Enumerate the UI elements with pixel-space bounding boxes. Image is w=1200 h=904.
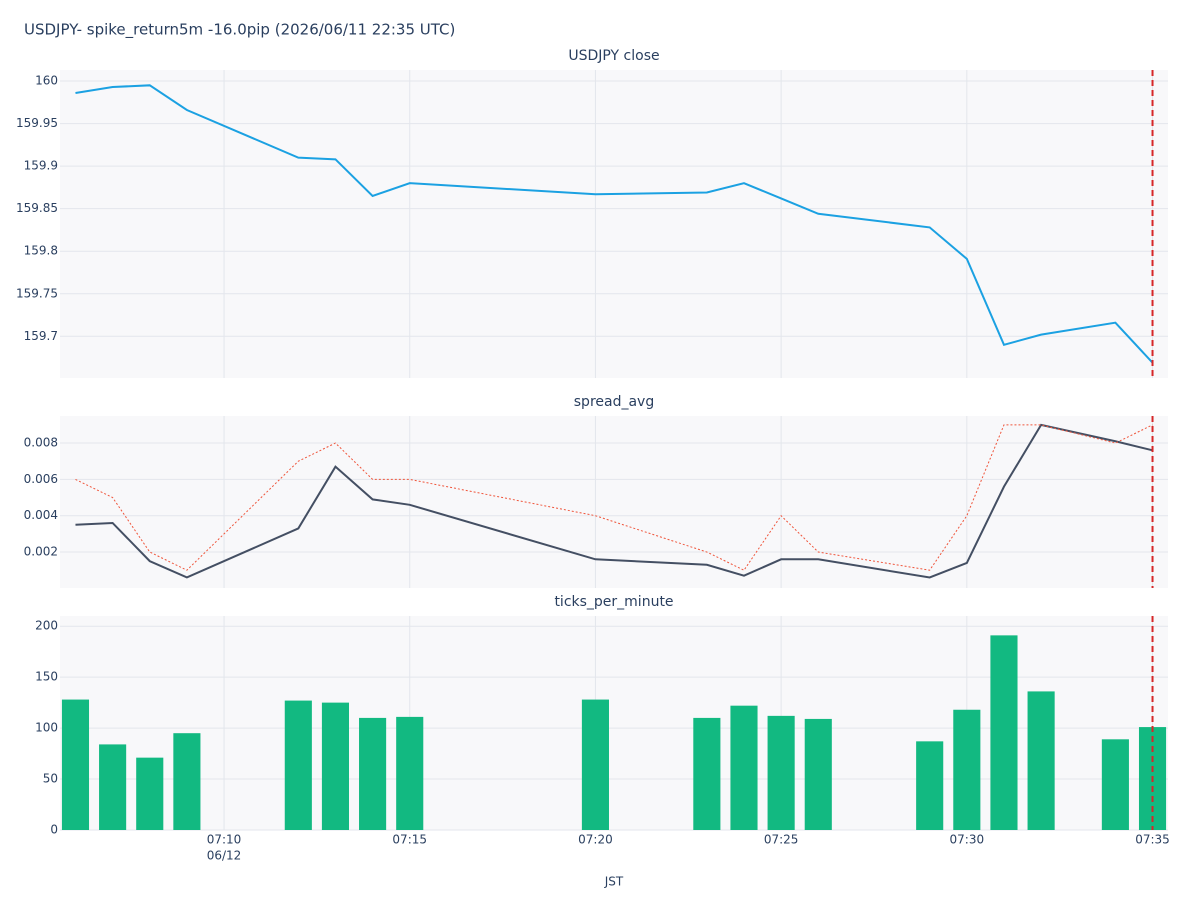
y-tick-label: 150 bbox=[35, 670, 58, 684]
series-line bbox=[75, 84, 1154, 364]
plot-background bbox=[60, 416, 1168, 588]
bar bbox=[804, 718, 832, 830]
y-tick-label: 159.85 bbox=[16, 201, 58, 215]
chart-title: USDJPY- spike_return5m -16.0pip (2026/06… bbox=[24, 21, 455, 40]
x-tick-label: 07:20 bbox=[578, 833, 613, 847]
bar bbox=[396, 716, 424, 830]
subplot-title: USDJPY close bbox=[568, 48, 659, 64]
x-axis-label: JST bbox=[604, 875, 624, 889]
y-tick-label: 159.9 bbox=[24, 159, 58, 173]
bar bbox=[581, 699, 609, 830]
bar bbox=[284, 700, 312, 830]
y-tick-label: 159.8 bbox=[24, 244, 58, 258]
x-tick-label: 07:10 bbox=[207, 833, 242, 847]
plot-background bbox=[60, 616, 1168, 830]
y-tick-label: 159.75 bbox=[16, 286, 58, 300]
x-tick-label: 07:30 bbox=[950, 833, 985, 847]
bar bbox=[1101, 739, 1129, 830]
bar bbox=[359, 717, 387, 830]
y-tick-label: 50 bbox=[43, 772, 58, 786]
bar bbox=[916, 741, 944, 830]
bar bbox=[990, 635, 1018, 830]
x-date-label: 06/12 bbox=[207, 849, 242, 863]
y-tick-label: 0.008 bbox=[24, 436, 58, 450]
bar bbox=[173, 733, 201, 830]
bar bbox=[953, 709, 981, 830]
bar bbox=[61, 699, 90, 830]
subplot-title: spread_avg bbox=[574, 394, 654, 410]
series-line bbox=[75, 423, 1153, 579]
y-tick-label: 159.95 bbox=[16, 116, 58, 130]
subplot-title: ticks_per_minute bbox=[554, 594, 673, 610]
series-line bbox=[75, 424, 1153, 571]
x-tick-label: 07:35 bbox=[1135, 833, 1170, 847]
y-tick-label: 160 bbox=[35, 74, 58, 88]
bar bbox=[136, 757, 164, 830]
bar bbox=[99, 744, 127, 830]
y-tick-label: 0.002 bbox=[24, 545, 58, 559]
y-tick-label: 0.006 bbox=[24, 472, 58, 486]
plot-background bbox=[60, 70, 1168, 378]
y-tick-label: 100 bbox=[35, 721, 58, 735]
bar bbox=[693, 717, 721, 830]
bar bbox=[1027, 691, 1055, 830]
x-tick-label: 07:25 bbox=[764, 833, 799, 847]
bar bbox=[730, 705, 758, 830]
y-tick-label: 0.004 bbox=[24, 508, 58, 522]
bar bbox=[321, 702, 350, 830]
bar bbox=[767, 715, 795, 830]
y-tick-label: 200 bbox=[35, 619, 58, 633]
y-tick-label: 0 bbox=[50, 823, 58, 837]
x-tick-label: 07:15 bbox=[392, 833, 427, 847]
y-tick-label: 159.7 bbox=[24, 329, 58, 343]
